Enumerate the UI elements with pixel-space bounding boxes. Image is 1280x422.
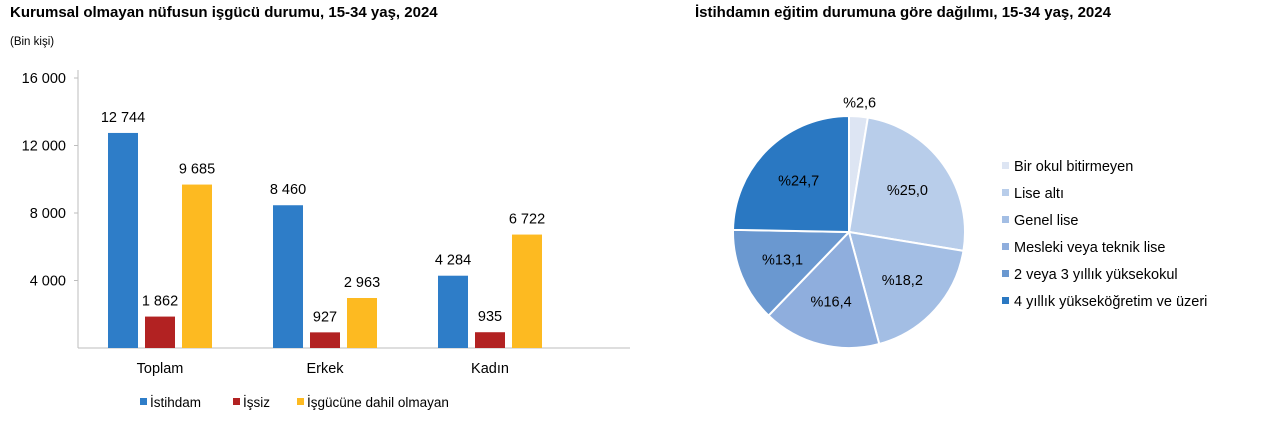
pie-chart: %2,6 %25,0 %18,2 %16,4 %13,1 %24,7 Bir okul bi… (732, 95, 1207, 349)
pie-slice-label: %13,1 (762, 253, 803, 269)
legend-swatch (1002, 216, 1009, 223)
bar-chart: 4 000 8 000 12 000 16 000 12 744 1 862 9 685 To… (22, 70, 630, 410)
y-tick-label: 4 000 (30, 274, 66, 290)
pie-slice (847, 116, 966, 253)
pie-slice-label: %2,6 (843, 95, 876, 111)
legend-label: İşgücüne dahil olmayan (307, 395, 449, 410)
bar-i-siz (310, 332, 340, 348)
bar-value-label: 1 862 (142, 294, 178, 310)
legend-swatch (233, 398, 240, 405)
legend-label: 4 yıllık yükseköğretim ve üzeri (1014, 294, 1207, 310)
pie-slice (847, 230, 965, 346)
legend-swatch (297, 398, 304, 405)
y-tick-label: 16 000 (22, 71, 66, 87)
x-category-label: Toplam (137, 361, 184, 377)
bar-i-stihdam (108, 132, 138, 348)
legend-swatch (1002, 297, 1009, 304)
legend-swatch (140, 398, 147, 405)
legend-label: Genel lise (1014, 213, 1078, 229)
pie-slice-label: %18,2 (882, 273, 923, 289)
x-category-label: Kadın (471, 361, 509, 377)
legend-swatch (1002, 270, 1009, 277)
legend-label: 2 veya 3 yıllık yüksekokul (1014, 267, 1178, 283)
pie-slice-label: %25,0 (887, 183, 928, 199)
pie-slice (767, 230, 881, 349)
bar-value-label: 927 (313, 309, 337, 325)
pie-slice-label: %16,4 (811, 295, 852, 311)
pie-slice-label: %24,7 (778, 174, 819, 190)
bar-value-label: 8 460 (270, 182, 306, 198)
bar-value-label: 6 722 (509, 212, 545, 228)
legend-label: Bir okul bitirmeyen (1014, 159, 1133, 175)
legend-swatch (1002, 243, 1009, 250)
legend-label: Mesleki veya teknik lise (1014, 240, 1166, 256)
bar-chart-title: Kurumsal olmayan nüfusun işgücü durumu, … (10, 4, 438, 21)
y-tick-label: 12 000 (22, 139, 66, 155)
bar-i-g-c-ne-dahil-olmayan (512, 234, 542, 348)
bar-i-stihdam (273, 205, 303, 348)
bar-value-label: 935 (478, 309, 502, 325)
legend-swatch (1002, 189, 1009, 196)
bar-i-g-c-ne-dahil-olmayan (347, 297, 377, 348)
pie-chart-title: İstihdamın eğitim durumuna göre dağılımı… (695, 4, 1111, 21)
legend-swatch (1002, 162, 1009, 169)
bar-value-label: 12 744 (101, 110, 145, 126)
bar-i-siz (475, 332, 505, 348)
y-axis-unit-label: (Bin kişi) (10, 36, 55, 48)
legend-label: İşsiz (243, 395, 270, 410)
bar-i-stihdam (438, 275, 468, 348)
pie-slice (732, 228, 852, 317)
bar-i-siz (145, 316, 175, 348)
bar-value-label: 9 685 (179, 162, 215, 178)
bar-value-label: 4 284 (435, 253, 471, 269)
legend-label: İstihdam (150, 395, 201, 410)
bar-i-g-c-ne-dahil-olmayan (182, 184, 212, 348)
bar-value-label: 2 963 (344, 275, 380, 291)
legend-label: Lise altı (1014, 186, 1064, 202)
pie-slice (732, 114, 850, 234)
x-category-label: Erkek (306, 361, 344, 377)
y-tick-label: 8 000 (30, 206, 66, 222)
